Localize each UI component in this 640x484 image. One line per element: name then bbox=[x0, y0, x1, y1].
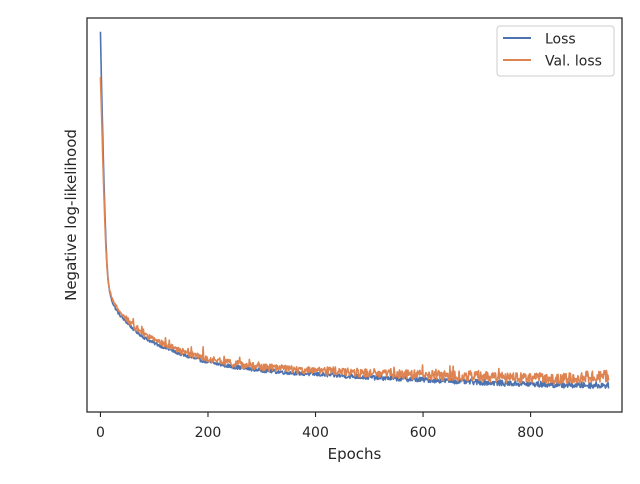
x-tick-label: 400 bbox=[302, 425, 329, 441]
plot-area bbox=[87, 18, 622, 412]
x-axis-ticks: 0 200 400 600 800 bbox=[96, 412, 544, 441]
legend: Loss Val. loss bbox=[496, 25, 615, 77]
x-axis-label: Epochs bbox=[328, 445, 382, 463]
series-line-loss bbox=[99, 31, 610, 390]
y-axis-label: Negative log-likelihood bbox=[62, 129, 80, 301]
series-line-val-loss bbox=[99, 77, 610, 385]
x-tick-label: 600 bbox=[410, 425, 437, 441]
x-tick-label: 0 bbox=[96, 425, 105, 441]
series-layer bbox=[99, 31, 610, 390]
x-tick-label: 200 bbox=[195, 425, 222, 441]
x-tick-label: 800 bbox=[517, 425, 544, 441]
legend-label-val-loss: Val. loss bbox=[545, 54, 602, 70]
legend-label-loss: Loss bbox=[545, 32, 576, 48]
axes-frame bbox=[86, 17, 623, 413]
